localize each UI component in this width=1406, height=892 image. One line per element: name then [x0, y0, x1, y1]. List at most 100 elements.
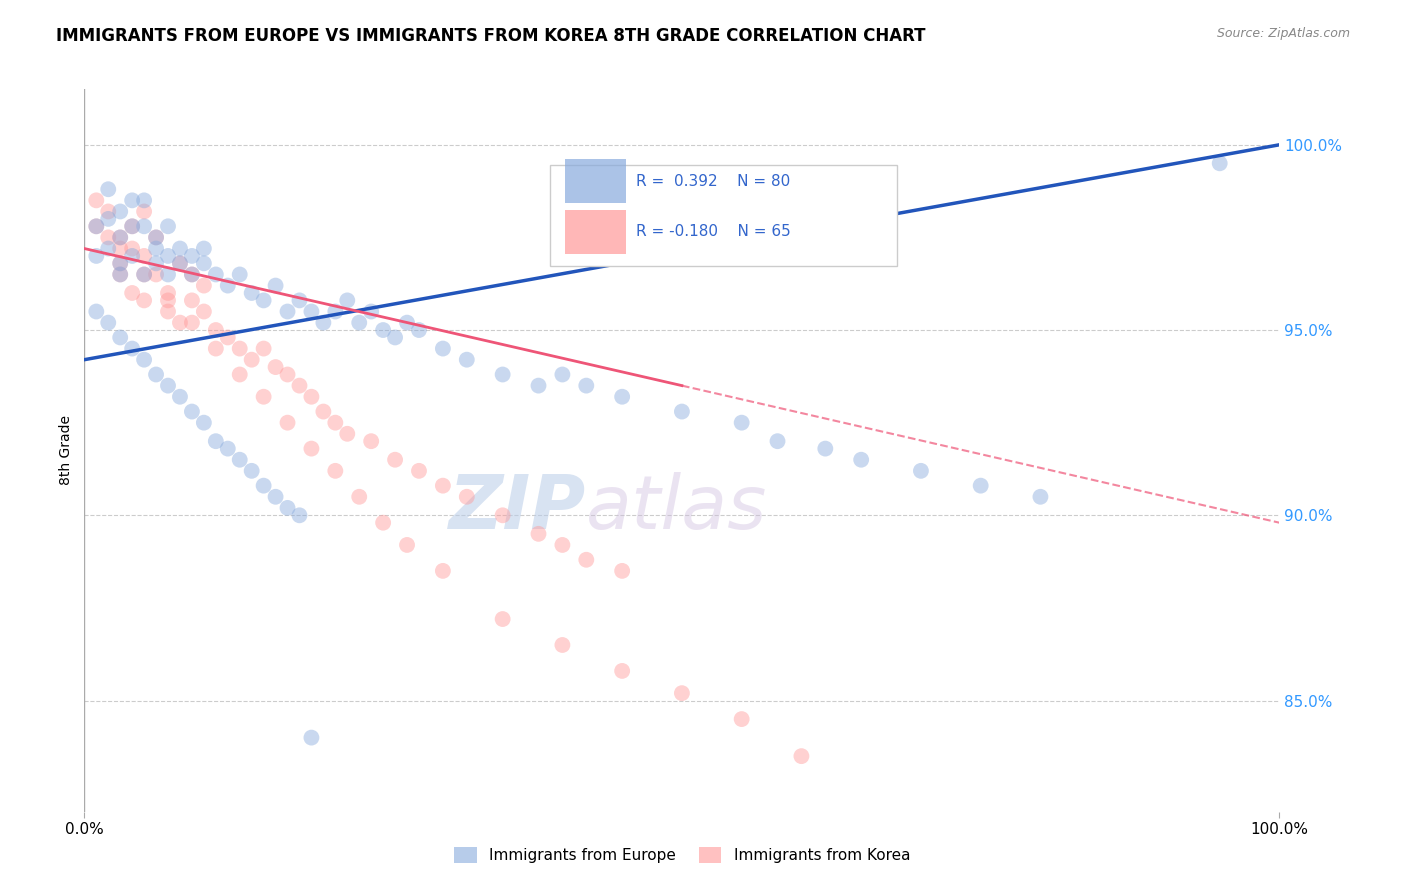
Point: [97, 211, 120, 226]
Point: [970, 478, 993, 492]
Point: [145, 230, 167, 244]
Point: [671, 686, 693, 700]
Point: [240, 285, 263, 300]
Point: [121, 285, 143, 300]
Point: [349, 316, 371, 330]
Point: [277, 416, 299, 430]
Point: [181, 316, 204, 330]
Point: [551, 368, 574, 382]
Point: [360, 434, 382, 449]
Point: [851, 452, 873, 467]
Point: [432, 564, 454, 578]
Point: [132, 268, 156, 282]
Point: [181, 293, 204, 308]
Point: [575, 553, 598, 567]
Point: [229, 342, 252, 356]
Point: [157, 293, 180, 308]
Point: [121, 219, 143, 234]
FancyBboxPatch shape: [551, 165, 897, 266]
Point: [110, 230, 132, 244]
Point: [527, 378, 550, 392]
Point: [205, 323, 228, 337]
Point: [396, 538, 419, 552]
Point: [121, 242, 143, 256]
Point: [145, 230, 167, 244]
Point: [384, 330, 406, 344]
Point: [288, 293, 311, 308]
Point: [169, 256, 191, 270]
Point: [97, 242, 120, 256]
Point: [193, 416, 215, 430]
Point: [360, 304, 382, 318]
FancyBboxPatch shape: [565, 210, 626, 254]
Point: [612, 564, 634, 578]
Point: [121, 249, 143, 263]
Point: [456, 352, 478, 367]
Point: [181, 249, 204, 263]
Point: [169, 242, 191, 256]
Point: [86, 219, 108, 234]
Point: [229, 268, 252, 282]
Point: [86, 219, 108, 234]
Point: [181, 268, 204, 282]
Point: [432, 478, 454, 492]
Point: [325, 416, 347, 430]
Point: [157, 219, 180, 234]
Point: [157, 285, 180, 300]
Point: [253, 478, 276, 492]
Point: [217, 330, 239, 344]
Point: [145, 268, 167, 282]
Point: [205, 434, 228, 449]
Point: [157, 249, 180, 263]
Point: [132, 249, 156, 263]
Point: [110, 230, 132, 244]
Point: [396, 316, 419, 330]
Point: [492, 368, 515, 382]
Point: [205, 342, 228, 356]
Point: [253, 293, 276, 308]
Point: [301, 304, 323, 318]
Point: [97, 230, 120, 244]
Point: [288, 378, 311, 392]
Point: [301, 731, 323, 745]
Point: [132, 293, 156, 308]
Point: [110, 256, 132, 270]
Point: [132, 204, 156, 219]
Point: [132, 219, 156, 234]
Point: [766, 434, 789, 449]
Point: [551, 638, 574, 652]
Point: [181, 404, 204, 418]
Point: [1209, 156, 1232, 170]
Point: [157, 304, 180, 318]
Point: [110, 242, 132, 256]
Point: [86, 194, 108, 208]
Point: [456, 490, 478, 504]
Text: Source: ZipAtlas.com: Source: ZipAtlas.com: [1216, 27, 1350, 40]
Point: [910, 464, 932, 478]
Point: [814, 442, 837, 456]
Point: [110, 256, 132, 270]
Point: [373, 323, 395, 337]
Point: [240, 352, 263, 367]
Point: [277, 368, 299, 382]
Point: [551, 538, 574, 552]
Point: [277, 304, 299, 318]
Point: [264, 278, 287, 293]
Legend: Immigrants from Europe, Immigrants from Korea: Immigrants from Europe, Immigrants from …: [447, 841, 917, 869]
Point: [408, 323, 430, 337]
Point: [301, 442, 323, 456]
Point: [336, 293, 359, 308]
Point: [264, 490, 287, 504]
Point: [97, 182, 120, 196]
Text: IMMIGRANTS FROM EUROPE VS IMMIGRANTS FROM KOREA 8TH GRADE CORRELATION CHART: IMMIGRANTS FROM EUROPE VS IMMIGRANTS FRO…: [56, 27, 925, 45]
Point: [253, 342, 276, 356]
Text: atlas: atlas: [586, 472, 768, 544]
Point: [97, 204, 120, 219]
Point: [157, 378, 180, 392]
Point: [86, 249, 108, 263]
Point: [110, 330, 132, 344]
Point: [193, 256, 215, 270]
Point: [217, 442, 239, 456]
Point: [181, 268, 204, 282]
Point: [110, 268, 132, 282]
